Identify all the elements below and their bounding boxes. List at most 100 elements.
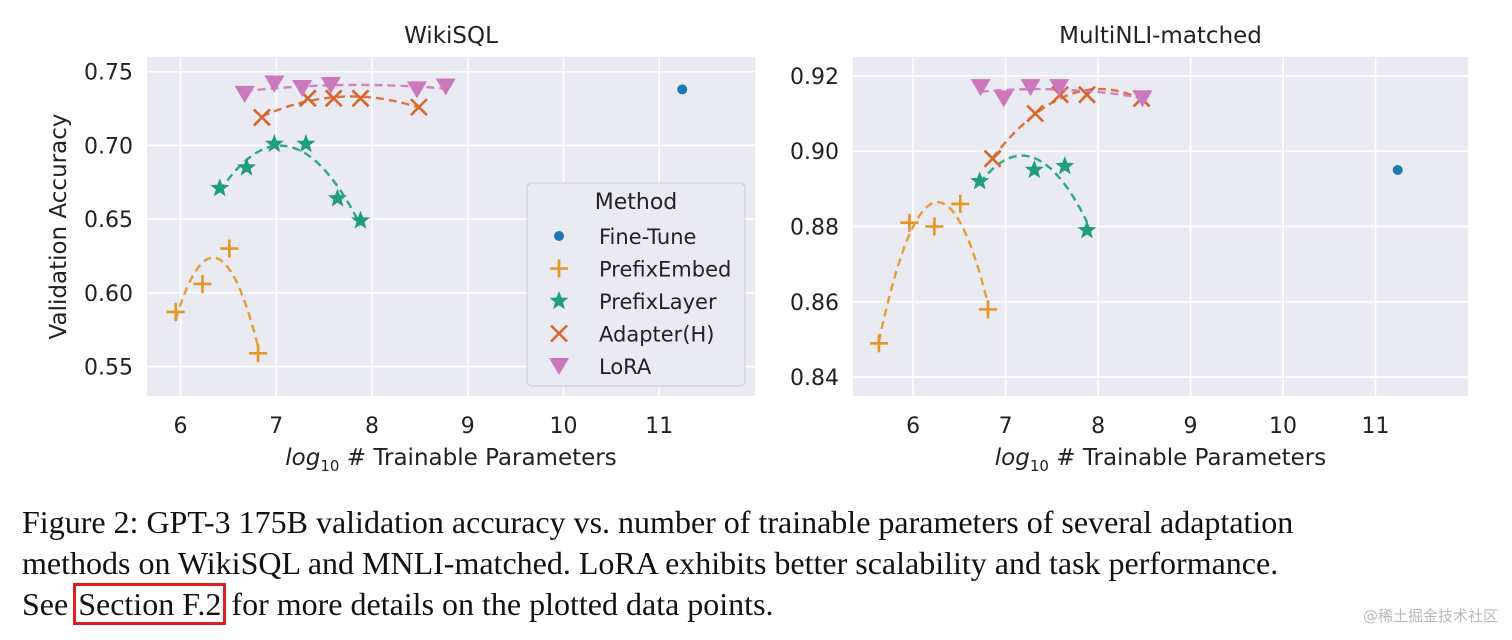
x-axis-label-log: log <box>995 445 1030 471</box>
legend: Method Fine-Tune PrefixEmbed PrefixLayer Ada… <box>526 182 746 387</box>
fit-curve-lora <box>244 83 446 93</box>
section-link[interactable]: Section F.2 <box>73 583 227 625</box>
x-axis-label-sub: 10 <box>1030 457 1049 475</box>
legend-marker-adapter-h <box>550 324 568 343</box>
x-tick-label: 7 <box>999 414 1013 439</box>
x-tick-label: 10 <box>1269 414 1297 439</box>
point-prefixembed <box>220 239 239 258</box>
x-tick-label: 8 <box>1091 414 1105 439</box>
point-prefixlayer <box>210 178 230 197</box>
series-adapter-h <box>983 85 1151 168</box>
x-tick-label: 10 <box>550 414 578 439</box>
figure: 6 7 8 9 10 110.550.600.650.700.75WikiSQLlog10… <box>46 23 1468 475</box>
y-tick-label: 0.55 <box>84 356 133 381</box>
legend-marker-lora <box>549 358 569 375</box>
y-tick-label: 0.60 <box>84 282 133 307</box>
y-tick-label: 0.65 <box>84 208 133 233</box>
point-lora <box>1020 79 1041 97</box>
fit-curve-adapter-h <box>261 95 420 118</box>
fit-curve-prefixembed <box>174 256 260 348</box>
figure-caption: Figure 2: GPT-3 175B validation accuracy… <box>22 502 1497 625</box>
x-axis-label-sub: 10 <box>320 457 339 475</box>
legend-label-prefixlayer: PrefixLayer <box>599 290 717 314</box>
x-tick-label: 8 <box>365 414 379 439</box>
point-lora <box>1049 79 1070 97</box>
caption-line-3-prefix: See <box>22 586 77 622</box>
y-tick-label: 0.84 <box>790 366 839 391</box>
point-lora <box>1132 90 1153 108</box>
point-lora <box>320 77 341 95</box>
x-tick-label: 6 <box>174 414 188 439</box>
fit-curve-prefixlayer <box>218 144 362 226</box>
chart-title: WikiSQL <box>404 23 498 49</box>
point-fine-tune <box>677 84 688 95</box>
fit-curve-adapter-h <box>991 87 1143 159</box>
point-prefixlayer <box>296 134 316 153</box>
x-axis-label-rest: # Trainable Parameters <box>339 445 616 471</box>
series-lora <box>970 79 1153 108</box>
x-tick-label: 6 <box>906 414 920 439</box>
series-fine-tune <box>1392 165 1403 175</box>
y-axis-label: Validation Accuracy <box>46 114 72 340</box>
point-prefixlayer <box>1077 220 1097 239</box>
point-fine-tune <box>1392 165 1403 175</box>
x-axis-label-rest: # Trainable Parameters <box>1049 445 1326 471</box>
point-adapter-h <box>324 89 343 108</box>
chart-title: MultiNLI-matched <box>1059 23 1262 49</box>
legend-label-adapter-h: Adapter(H) <box>599 323 715 347</box>
caption-line-2: methods on WikiSQL and MNLI-matched. LoR… <box>22 545 1279 581</box>
y-tick-label: 0.88 <box>790 216 839 241</box>
series-prefixembed <box>869 194 998 353</box>
point-prefixlayer <box>970 171 990 190</box>
legend-title: Method <box>595 190 678 215</box>
point-prefixembed <box>869 334 888 353</box>
point-prefixlayer <box>351 210 370 229</box>
series-prefixembed <box>166 239 268 363</box>
series-prefixlayer <box>210 134 370 229</box>
watermark: @稀土掘金技术社区 <box>1362 607 1498 625</box>
x-tick-label: 9 <box>461 414 475 439</box>
x-tick-label: 11 <box>645 414 673 439</box>
point-lora <box>407 81 428 99</box>
y-tick-label: 0.92 <box>790 65 839 90</box>
point-prefixlayer <box>237 157 257 176</box>
y-tick-label: 0.86 <box>790 291 839 316</box>
legend-label-lora: LoRA <box>599 355 652 379</box>
point-lora <box>970 79 991 97</box>
chart-multinli-matched: 6 7 8 9 10 11 0.84 0.86 0.88 0.90 0.92 MultiNLI-mat… <box>790 23 1468 475</box>
point-adapter-h <box>252 108 271 127</box>
point-lora <box>993 90 1014 108</box>
point-prefixlayer <box>1024 160 1044 179</box>
series-lora <box>234 75 456 103</box>
x-tick-label: 9 <box>1184 414 1198 439</box>
point-adapter-h <box>1078 85 1096 104</box>
point-prefixlayer <box>328 188 347 207</box>
caption-line-3: See Section F.2 for more details on the … <box>22 583 1497 625</box>
point-adapter-h <box>410 98 428 117</box>
point-adapter-h <box>1026 104 1045 123</box>
fit-curve-prefixembed <box>877 200 990 342</box>
point-prefixembed <box>249 344 268 363</box>
series-prefixlayer <box>970 154 1097 239</box>
series-adapter-h <box>252 89 428 127</box>
point-prefixlayer <box>264 134 284 153</box>
legend-marker-prefixlayer <box>549 291 569 310</box>
point-adapter-h <box>351 89 370 108</box>
point-lora <box>264 75 285 93</box>
caption-line-3-suffix: for more details on the plotted data poi… <box>223 586 774 622</box>
legend-box <box>526 182 746 387</box>
legend-marker-fine-tune <box>554 231 564 241</box>
legend-label-fine-tune: Fine-Tune <box>599 225 696 249</box>
point-lora <box>234 85 255 103</box>
x-tick-label: 7 <box>269 414 283 439</box>
point-prefixembed <box>166 302 185 321</box>
point-adapter-h <box>983 149 1002 168</box>
point-prefixembed <box>193 274 212 293</box>
point-lora <box>292 79 313 97</box>
point-prefixembed <box>951 194 970 213</box>
x-axis-label: log10 # Trainable Parameters <box>285 445 616 475</box>
legend-label-prefixembed: PrefixEmbed <box>599 258 731 282</box>
caption-line-1: Figure 2: GPT-3 175B validation accuracy… <box>22 504 1294 540</box>
x-axis-label-log: log <box>285 445 320 471</box>
legend-marker-prefixembed <box>550 259 568 278</box>
